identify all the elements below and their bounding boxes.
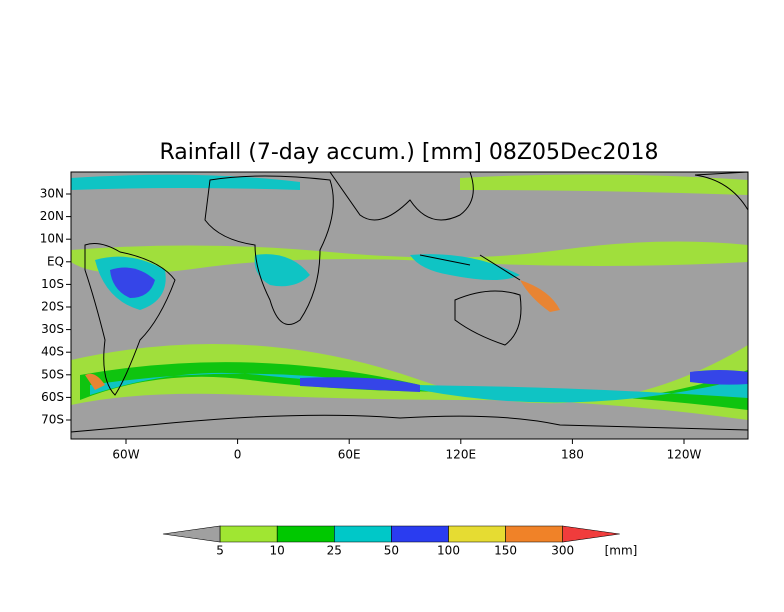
colorbar-swatch [448,525,506,543]
lat-label: 20N [40,209,64,223]
colorbar-swatch [391,525,449,543]
lat-label: 50S [41,367,64,381]
lon-label: 120E [446,448,477,462]
colorbar-swatch [219,525,278,543]
coastlines [70,171,749,440]
lat-label: 10S [41,277,64,291]
colorbar-label: 100 [437,544,460,558]
colorbar-label: 50 [384,544,399,558]
colorbar-label: 25 [327,544,342,558]
colorbar-label: 10 [270,544,285,558]
colorbar-swatch [562,525,620,543]
colorbar-label: 150 [494,544,517,558]
lat-label: EQ [47,254,64,268]
lon-label: 180 [561,448,584,462]
lon-label: 60W [112,448,139,462]
lat-label: 70S [41,413,64,427]
lat-label: 20S [41,300,64,314]
map-title: Rainfall (7-day accum.) [mm] 08Z05Dec201… [159,140,658,165]
colorbar-unit: [mm] [605,544,638,558]
lat-label: 60S [41,390,64,404]
colorbar-swatch [505,525,563,543]
lon-axis: 60W 0 60E 120E 180 120W [112,439,702,462]
colorbar-label: 300 [551,544,574,558]
lat-label: 30N [40,187,64,201]
colorbar-swatch [276,525,335,543]
lat-label: 30S [41,322,64,336]
colorbar-label: 5 [216,544,224,558]
lat-label: 40S [41,345,64,359]
lon-label: 0 [234,448,242,462]
lon-label: 60E [338,448,361,462]
rain-field [71,174,748,420]
colorbar-swatch [162,525,221,543]
colorbar-swatch [334,525,392,543]
colorbar: 5 10 25 50 100 150 300 [162,525,620,558]
map-panel [70,171,749,440]
lat-label: 10N [40,232,64,246]
lon-label: 120W [667,448,702,462]
lat-axis: 30N 20N 10N EQ 10S 20S 30S 40S 50S 60S 70S [40,187,71,427]
map-frame [70,171,749,440]
